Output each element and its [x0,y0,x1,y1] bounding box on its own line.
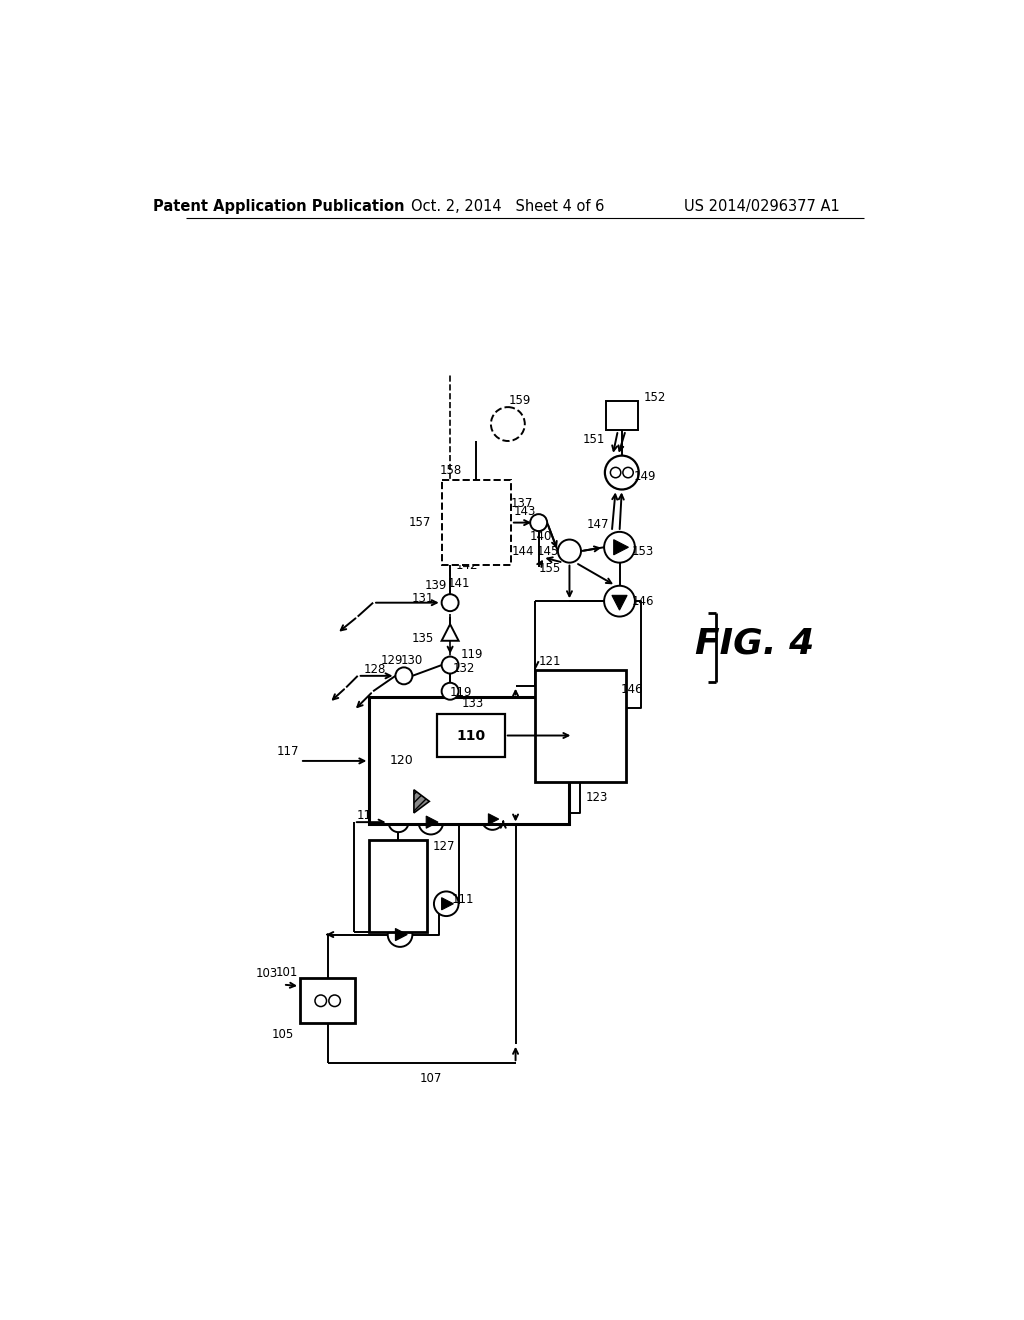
Circle shape [388,812,409,832]
Text: 142: 142 [456,560,478,573]
Text: 114: 114 [374,800,396,813]
Text: 103: 103 [256,968,279,981]
Text: 120: 120 [390,755,414,767]
Text: 128: 128 [364,663,386,676]
Text: 110: 110 [457,729,485,743]
Text: Patent Application Publication: Patent Application Publication [153,198,404,214]
Bar [370,840,427,932]
Text: 112: 112 [472,777,495,791]
Text: 145: 145 [537,545,559,558]
Text: 130: 130 [400,653,423,667]
Text: Oct. 2, 2014   Sheet 4 of 6: Oct. 2, 2014 Sheet 4 of 6 [412,198,604,214]
Text: 157: 157 [409,516,431,529]
Text: 115: 115 [420,797,442,810]
Polygon shape [488,813,499,825]
Text: 129: 129 [380,653,402,667]
Circle shape [419,809,443,834]
Polygon shape [441,624,459,640]
Text: 144: 144 [512,545,535,558]
Circle shape [605,455,639,490]
Polygon shape [613,540,629,554]
Text: 135: 135 [412,631,434,644]
Text: 119: 119 [461,648,483,661]
Circle shape [460,788,479,808]
Polygon shape [426,816,438,828]
Text: 158: 158 [439,463,462,477]
Bar [370,697,569,825]
Text: 132: 132 [453,663,475,676]
Polygon shape [441,898,454,909]
Circle shape [610,467,621,478]
Circle shape [441,682,459,700]
Polygon shape [414,789,429,813]
Text: 119: 119 [450,686,472,700]
Text: US 2014/0296377 A1: US 2014/0296377 A1 [684,198,840,214]
Text: 152: 152 [644,391,667,404]
Text: 105: 105 [271,1028,294,1041]
Text: 113: 113 [356,809,379,822]
Text: 125: 125 [496,810,517,824]
Text: 151: 151 [583,433,605,446]
Circle shape [441,594,459,611]
Polygon shape [612,595,627,610]
Circle shape [558,540,581,562]
Text: 140: 140 [529,529,552,543]
Text: 121: 121 [539,655,561,668]
Text: 117: 117 [278,746,300,758]
Circle shape [434,891,459,916]
Text: 149: 149 [634,470,656,483]
Circle shape [490,407,525,441]
Text: 123: 123 [586,791,608,804]
Text: 146: 146 [621,684,643,696]
Circle shape [604,586,635,616]
Circle shape [395,668,413,684]
Text: 147: 147 [587,517,609,531]
Text: 127: 127 [433,840,456,853]
Bar [605,401,638,430]
Circle shape [530,515,547,531]
Text: FIG. 4: FIG. 4 [694,627,814,660]
Text: 189: 189 [393,909,415,923]
Circle shape [315,995,327,1007]
Text: 137: 137 [511,496,532,510]
Text: 155: 155 [539,561,560,574]
Bar [437,714,505,756]
Text: 143: 143 [514,506,536,519]
Circle shape [481,808,503,830]
Text: 153: 153 [632,545,653,557]
Text: 141: 141 [449,577,471,590]
Text: 133: 133 [462,697,484,710]
Text: 101: 101 [275,966,298,979]
Polygon shape [395,928,408,941]
Bar [535,671,626,781]
Circle shape [388,923,413,946]
Circle shape [441,656,459,673]
Text: 111: 111 [452,894,474,907]
Text: 159: 159 [508,395,530,408]
Text: 139: 139 [425,579,447,593]
Circle shape [604,532,635,562]
Bar [300,978,355,1023]
Circle shape [623,467,633,478]
Circle shape [329,995,340,1007]
Text: 116: 116 [402,797,425,810]
Text: 107: 107 [420,1072,442,1085]
Text: 146: 146 [632,594,654,607]
Text: 131: 131 [412,593,434,606]
Bar [441,480,511,565]
